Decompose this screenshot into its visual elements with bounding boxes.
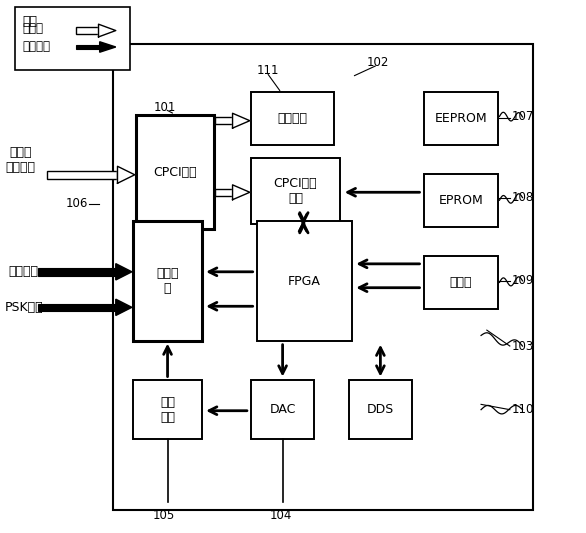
Bar [251,158,340,224]
Text: PSK信号: PSK信号 [5,301,43,314]
Bar [76,27,98,34]
Bar [215,117,233,124]
Text: 滤波
电路: 滤波 电路 [160,395,175,424]
Bar [136,115,213,229]
Text: DDS: DDS [367,403,394,416]
Text: 时钟源: 时钟源 [449,276,472,289]
Bar [38,268,116,276]
Text: 101: 101 [154,101,176,114]
Bar [424,174,498,227]
Bar [424,92,498,144]
Bar [47,171,118,179]
Text: 计算机
配置数据: 计算机 配置数据 [6,147,36,174]
Bar [76,45,100,50]
Text: FPGA: FPGA [288,274,321,288]
Text: 105: 105 [152,509,175,522]
Text: 对外接
口: 对外接 口 [156,267,179,295]
Text: 102: 102 [366,56,389,69]
Text: 电源管理: 电源管理 [278,111,308,125]
Text: 104: 104 [270,509,292,522]
Text: CPCI桥接
电路: CPCI桥接 电路 [274,177,318,205]
Bar [15,7,130,70]
Text: 103: 103 [512,340,534,352]
Bar [215,189,233,196]
Polygon shape [98,24,116,37]
Bar [251,381,314,439]
Bar [133,381,202,439]
Bar [113,44,533,511]
Text: 多个信号: 多个信号 [22,40,50,53]
Bar [38,304,116,311]
Polygon shape [116,264,132,280]
Text: DAC: DAC [270,403,296,416]
Text: 图例: 图例 [22,14,37,28]
Text: 110: 110 [512,403,534,416]
Text: CPCI接口: CPCI接口 [153,166,196,179]
Polygon shape [100,42,116,52]
Polygon shape [116,299,132,316]
Polygon shape [233,185,250,200]
Text: 109: 109 [512,274,534,287]
Bar [251,92,335,144]
Text: 106: 106 [66,197,88,211]
Text: 数据流: 数据流 [22,22,43,36]
Text: 108: 108 [512,191,534,204]
Polygon shape [233,114,250,128]
Bar [133,221,202,341]
Bar [349,381,412,439]
Polygon shape [118,166,135,183]
Text: 107: 107 [512,110,534,124]
Text: 基带信号: 基带信号 [9,265,39,278]
Text: 111: 111 [257,64,280,77]
Text: EPROM: EPROM [438,193,483,207]
Text: EEPROM: EEPROM [435,111,487,125]
Bar [257,221,352,341]
Bar [424,256,498,309]
